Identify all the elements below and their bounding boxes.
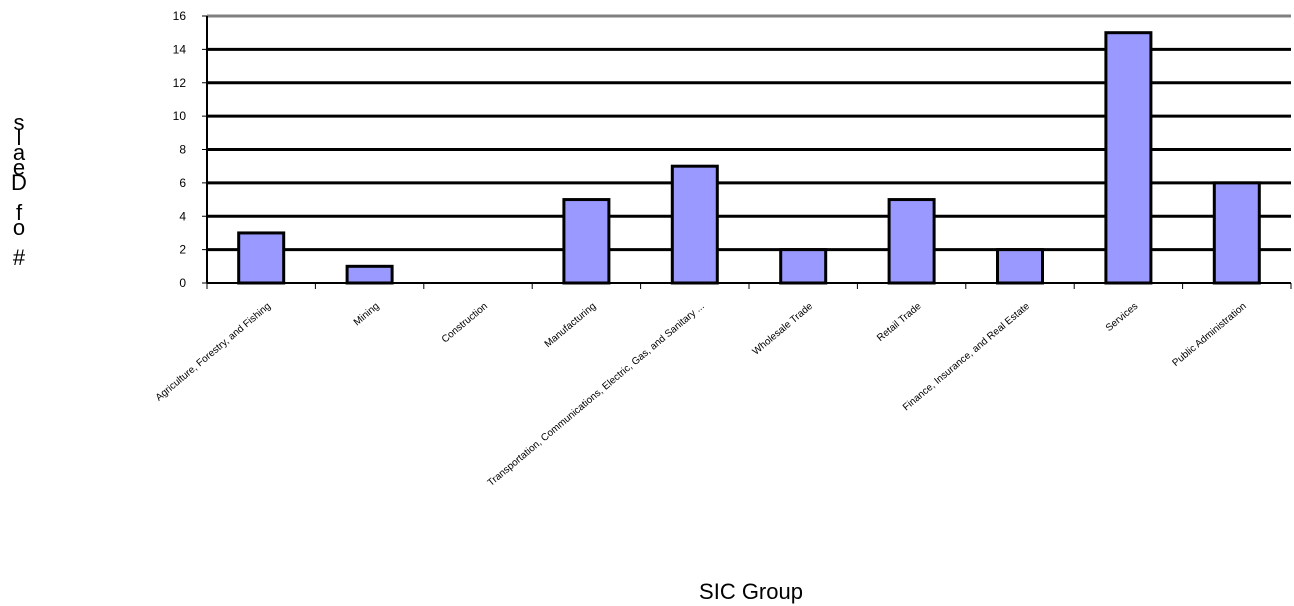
y-axis-title-char: e <box>13 155 25 180</box>
bar <box>670 164 719 285</box>
category-label: Manufacturing <box>543 301 599 350</box>
bar <box>345 264 394 285</box>
bar <box>562 198 611 285</box>
x-axis-title: SIC Group <box>699 579 803 604</box>
bar <box>887 198 936 285</box>
y-tick-label: 10 <box>173 109 187 123</box>
category-label: Retail Trade <box>875 301 924 344</box>
y-tick-label: 12 <box>173 76 187 90</box>
category-label: Services <box>1104 301 1140 334</box>
y-tick-label: 0 <box>179 276 186 290</box>
category-labels: Agriculture, Forestry, and Fishing Mining… <box>154 301 1249 489</box>
y-axis-title-char: s <box>14 110 25 135</box>
y-tick-label: 4 <box>179 209 186 223</box>
y-tick-label: 6 <box>179 176 186 190</box>
y-axis-title-char: # <box>13 245 26 270</box>
category-label: Agriculture, Forestry, and Fishing <box>154 301 273 404</box>
y-tick-label: 8 <box>179 143 186 157</box>
category-label: Transportation, Communications, Electric… <box>486 301 707 489</box>
y-axis-title-char: a <box>13 140 26 165</box>
y-axis-title-char: o <box>13 215 25 240</box>
y-tick-label: 16 <box>173 9 187 23</box>
y-axis-title-char: l <box>17 125 22 150</box>
category-label: Mining <box>352 301 382 328</box>
category-label: Construction <box>440 301 490 346</box>
bar <box>1212 181 1261 285</box>
bars <box>237 31 1261 285</box>
y-axis-title-char: D <box>11 170 27 195</box>
bar <box>996 248 1044 285</box>
bar <box>237 231 286 285</box>
category-label: Wholesale Trade <box>751 301 816 358</box>
bar <box>1104 31 1153 285</box>
bar <box>779 248 828 285</box>
y-axis-title-char: f <box>16 200 23 225</box>
y-tick-label: 2 <box>179 243 186 257</box>
y-tick-labels: 0 2 4 6 8 10 12 14 16 <box>173 9 207 290</box>
category-label: Finance, Insurance, and Real Estate <box>901 301 1032 414</box>
x-tick-marks <box>206 283 1292 289</box>
category-label: Public Administration <box>1171 301 1249 369</box>
y-tick-label: 14 <box>173 42 187 56</box>
